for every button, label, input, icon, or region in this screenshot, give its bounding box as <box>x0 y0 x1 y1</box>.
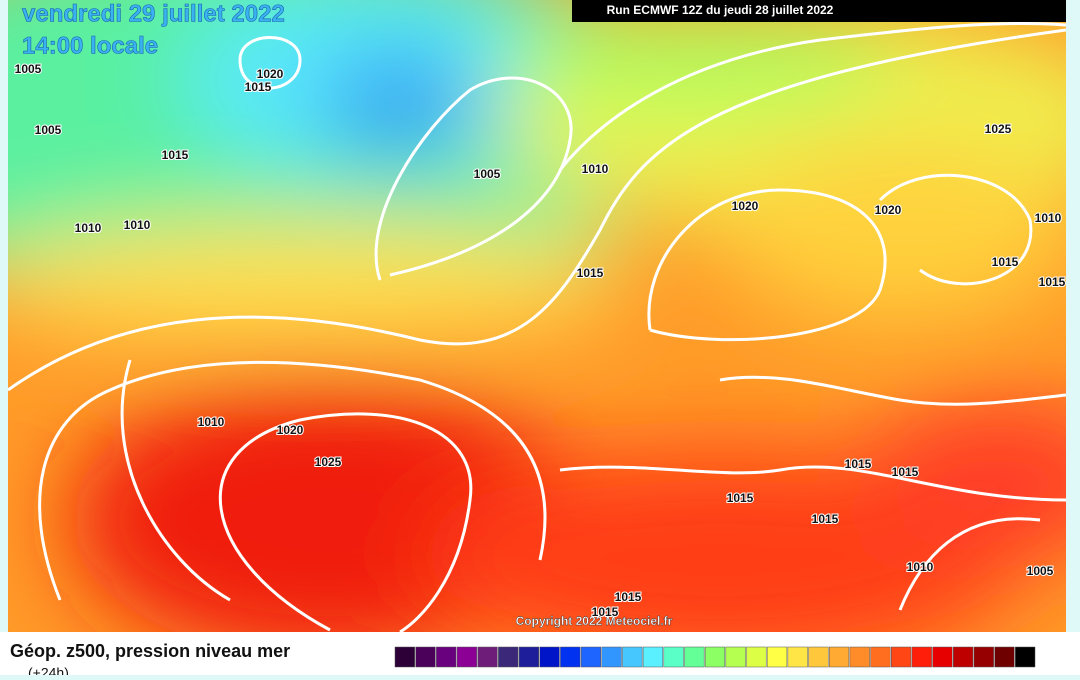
isobar-label: 1025 <box>315 455 342 469</box>
isobar-label: 1010 <box>1035 211 1062 225</box>
colorbar-swatch <box>953 646 974 668</box>
isobar-label: 1015 <box>577 266 604 280</box>
colorbar <box>394 646 1036 668</box>
colorbar-swatch <box>477 646 498 668</box>
isobar-label: 1005 <box>474 167 501 181</box>
isobars <box>8 21 1066 632</box>
colorbar-swatch <box>870 646 891 668</box>
colorbar-swatch <box>518 646 539 668</box>
isobar-label: 1015 <box>245 80 272 94</box>
isobar-label: 1010 <box>907 560 934 574</box>
colorbar-swatch <box>580 646 602 668</box>
colorbar-swatch <box>766 646 788 668</box>
isobar-label: 1020 <box>875 203 902 217</box>
footer-subtitle: (+24h) <box>28 665 69 675</box>
colorbar-swatch <box>746 646 767 668</box>
isobar-label: 1015 <box>892 465 919 479</box>
isobar-label: 1015 <box>592 605 619 619</box>
colorbar-swatch <box>684 646 705 668</box>
footer-title: Géop. z500, pression niveau mer <box>10 641 290 661</box>
colorbar-swatch <box>973 646 994 668</box>
colorbar-swatch <box>560 646 581 668</box>
date-title: vendredi 29 juillet 2022 <box>22 0 285 27</box>
colorbar-swatch <box>911 646 932 668</box>
colorbar-swatch <box>456 646 477 668</box>
isobar-label: 1015 <box>1039 275 1066 289</box>
colorbar-swatch <box>808 646 829 668</box>
colorbar-swatch <box>498 646 519 668</box>
colorbar-swatch <box>539 646 560 668</box>
colorbar-swatch <box>601 646 622 668</box>
colorbar-swatch <box>663 646 684 668</box>
isobar-label: 1020 <box>277 423 304 437</box>
isobar-label: 1005 <box>35 123 62 137</box>
run-box <box>572 0 1066 22</box>
run-label: Run ECMWF 12Z du jeudi 28 juillet 2022 <box>607 3 834 17</box>
isobar-label: 1020 <box>732 199 759 213</box>
isobar-label: 1015 <box>162 148 189 162</box>
colorbar-swatch <box>891 646 912 668</box>
isobar-label: 1010 <box>124 218 151 232</box>
isobar-label: 1005 <box>15 62 42 76</box>
colorbar-swatch <box>1015 646 1036 668</box>
colorbar-swatch <box>849 646 870 668</box>
copyright: Copyright 2022 Meteociel.fr <box>516 614 673 628</box>
isobar-label: 1015 <box>615 590 642 604</box>
isobar-label: 1015 <box>845 457 872 471</box>
colorbar-swatch <box>787 646 808 668</box>
isobar-label: 1005 <box>1027 564 1054 578</box>
colorbar-swatch <box>415 646 436 668</box>
colorbar-swatch <box>642 646 664 668</box>
colorbar-swatch <box>704 646 726 668</box>
isobar-label: 1015 <box>812 512 839 526</box>
isobar-label: 1025 <box>985 122 1012 136</box>
time-title: 14:00 locale <box>22 32 158 59</box>
colorbar-swatch <box>394 646 415 668</box>
isobar-label: 1015 <box>727 491 754 505</box>
isobar-label: 1010 <box>582 162 609 176</box>
isobar-label: 1015 <box>992 255 1019 269</box>
colorbar-swatch <box>994 646 1015 668</box>
colorbar-swatch <box>828 646 850 668</box>
colorbar-swatch <box>622 646 643 668</box>
colorbar-swatch <box>932 646 953 668</box>
colorbar-swatch <box>725 646 746 668</box>
colorbar-swatch <box>436 646 457 668</box>
isobar-label: 1010 <box>198 415 225 429</box>
isobar-label: 1010 <box>75 221 102 235</box>
isobar-label: 1020 <box>257 67 284 81</box>
